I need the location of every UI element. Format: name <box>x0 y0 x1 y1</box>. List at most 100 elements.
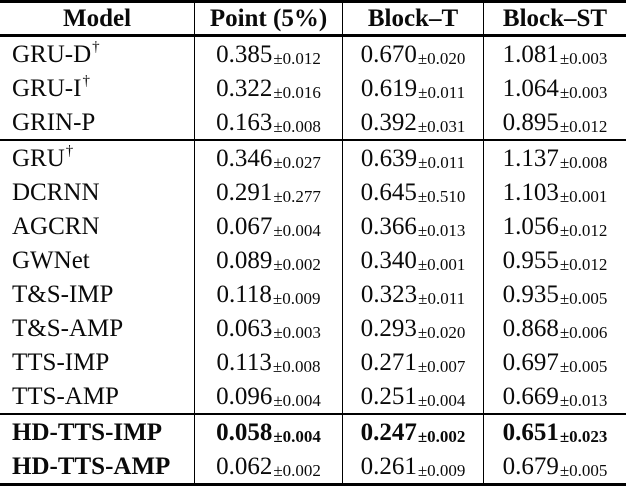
metric-value: 0.089 ±0.002 <box>194 243 342 277</box>
metric-value: 0.670 ±0.020 <box>342 37 483 71</box>
model-name: AGCRN <box>12 212 100 240</box>
mean-value: 0.340 <box>360 246 417 274</box>
metric-value: 0.271 ±0.007 <box>342 345 483 379</box>
model-name: GRU † <box>12 143 74 172</box>
metric-value: 0.096 ±0.004 <box>194 379 342 413</box>
mean-value: 0.291 <box>216 178 273 206</box>
metric-value: 0.247 ±0.002 <box>342 415 483 449</box>
mean-value: 0.058 <box>216 418 273 446</box>
mean-value: 0.935 <box>502 280 559 308</box>
std-value: ±0.510 <box>417 186 466 206</box>
column-header-point-5: Point (5%) <box>194 3 342 34</box>
std-value: ±0.023 <box>559 426 608 446</box>
metric-value: 0.113 ±0.008 <box>194 345 342 379</box>
metric-value: 0.058 ±0.004 <box>194 415 342 449</box>
metric-value: 0.323 ±0.011 <box>342 277 483 311</box>
column-header-model: Model <box>62 5 132 32</box>
std-value: ±0.011 <box>418 82 466 102</box>
metric-value: 0.868 ±0.006 <box>483 311 626 345</box>
std-value: ±0.011 <box>418 288 466 308</box>
mean-value: 1.137 <box>502 144 559 172</box>
mean-value: 0.619 <box>360 74 418 102</box>
std-value: ±0.013 <box>559 390 608 410</box>
mean-value: 1.064 <box>502 74 559 102</box>
metric-value: 0.619 ±0.011 <box>342 71 483 105</box>
metric-value: 0.067 ±0.004 <box>194 209 342 243</box>
metric-value: 0.392 ±0.031 <box>342 105 483 139</box>
std-value: ±0.277 <box>273 186 321 206</box>
std-value: ±0.003 <box>559 48 608 68</box>
mean-value: 1.103 <box>502 178 559 206</box>
model-name: GRU-I † <box>12 73 90 102</box>
model-name: T&S-AMP <box>12 314 124 342</box>
mean-value: 0.293 <box>360 314 417 342</box>
metric-value: 0.935 ±0.005 <box>483 277 626 311</box>
mean-value: 1.056 <box>502 212 559 240</box>
mean-value: 0.868 <box>502 314 559 342</box>
metric-value: 0.895 ±0.012 <box>483 105 626 139</box>
std-value: ±0.005 <box>559 460 608 480</box>
metric-value: 0.645 ±0.510 <box>342 175 483 209</box>
model-name: TTS-IMP <box>12 348 110 376</box>
model-name: GRU-D † <box>12 39 100 68</box>
std-value: ±0.008 <box>272 356 321 376</box>
mean-value: 0.251 <box>360 382 417 410</box>
model-name: TTS-AMP <box>12 382 119 410</box>
metric-value: 1.137 ±0.008 <box>483 141 626 175</box>
table-group-baselines-imputation: GRU-D † 0.385 ±0.012 0.670 ±0.020 1.081 ±0.003 G… <box>0 37 626 141</box>
metric-value: 0.385 ±0.012 <box>194 37 342 71</box>
std-value: ±0.005 <box>559 356 608 376</box>
metric-value: 0.366 ±0.013 <box>342 209 483 243</box>
std-value: ±0.008 <box>273 116 321 136</box>
table-row: TTS-IMP 0.113 ±0.008 0.271 ±0.007 0.697 ±0.005 <box>0 345 626 379</box>
std-value: ±0.002 <box>417 426 466 446</box>
mean-value: 0.163 <box>216 108 273 136</box>
std-value: ±0.013 <box>417 220 466 240</box>
mean-value: 0.697 <box>502 348 559 376</box>
mean-value: 0.089 <box>216 246 273 274</box>
table-row: HD-TTS-IMP 0.058 ±0.004 0.247 ±0.002 0.651 ±0.… <box>0 415 626 449</box>
mean-value: 0.645 <box>360 178 417 206</box>
table-row: GRIN-P 0.163 ±0.008 0.392 ±0.031 0.895 ±0.012 <box>0 105 626 139</box>
std-value: ±0.004 <box>273 220 321 240</box>
table-row: AGCRN 0.067 ±0.004 0.366 ±0.013 1.056 ±0.012 <box>0 209 626 243</box>
mean-value: 0.669 <box>502 382 559 410</box>
std-value: ±0.001 <box>559 186 608 206</box>
table-header-row: Model Point (5%) Block–T Block–ST <box>0 3 626 37</box>
metric-value: 0.322 ±0.016 <box>194 71 342 105</box>
std-value: ±0.003 <box>273 322 321 342</box>
mean-value: 0.639 <box>360 144 418 172</box>
metric-value: 1.056 ±0.012 <box>483 209 626 243</box>
mean-value: 0.679 <box>502 452 559 480</box>
metric-value: 0.651 ±0.023 <box>483 415 626 449</box>
table-row: TTS-AMP 0.096 ±0.004 0.251 ±0.004 0.669 ±0.013 <box>0 379 626 413</box>
mean-value: 0.063 <box>216 314 273 342</box>
std-value: ±0.011 <box>418 152 466 172</box>
metric-value: 1.103 ±0.001 <box>483 175 626 209</box>
std-value: ±0.020 <box>417 48 466 68</box>
mean-value: 0.067 <box>216 212 273 240</box>
metric-value: 1.064 ±0.003 <box>483 71 626 105</box>
std-value: ±0.008 <box>559 152 608 172</box>
std-value: ±0.006 <box>559 322 608 342</box>
table-row: T&S-IMP 0.118 ±0.009 0.323 ±0.011 0.935 ±0.005 <box>0 277 626 311</box>
mean-value: 0.323 <box>360 280 418 308</box>
std-value: ±0.012 <box>559 220 608 240</box>
std-value: ±0.004 <box>273 390 321 410</box>
mean-value: 0.247 <box>360 418 417 446</box>
metric-value: 0.346 ±0.027 <box>194 141 342 175</box>
mean-value: 0.096 <box>216 382 273 410</box>
model-name: GRIN-P <box>12 108 96 136</box>
std-value: ±0.027 <box>273 152 321 172</box>
table-row: HD-TTS-AMP 0.062 ±0.002 0.261 ±0.009 0.679 ±0.… <box>0 449 626 483</box>
std-value: ±0.012 <box>273 48 321 68</box>
metric-value: 0.251 ±0.004 <box>342 379 483 413</box>
table-row: GRU † 0.346 ±0.027 0.639 ±0.011 1.137 ±0.008 <box>0 141 626 175</box>
mean-value: 0.118 <box>216 280 272 308</box>
metric-value: 0.062 ±0.002 <box>194 449 342 483</box>
mean-value: 0.651 <box>502 418 559 446</box>
model-name: T&S-IMP <box>12 280 114 308</box>
metric-value: 0.679 ±0.005 <box>483 449 626 483</box>
metric-value: 0.293 ±0.020 <box>342 311 483 345</box>
